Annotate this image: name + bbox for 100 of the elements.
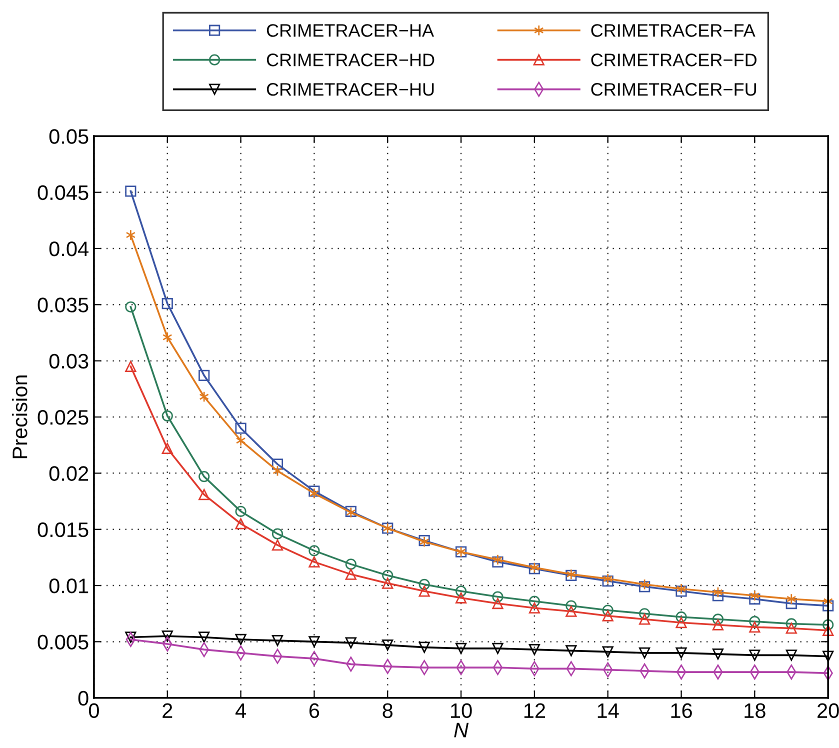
point xyxy=(162,298,173,310)
x-tick-label: 12 xyxy=(524,703,545,718)
point xyxy=(235,518,246,530)
point xyxy=(602,604,614,616)
point xyxy=(198,488,210,500)
point xyxy=(382,578,394,589)
point xyxy=(528,644,540,656)
point xyxy=(602,575,614,587)
point xyxy=(198,632,210,643)
point xyxy=(712,614,724,625)
x-tick-label: 8 xyxy=(382,703,393,718)
point xyxy=(272,635,284,646)
point xyxy=(126,229,136,241)
point xyxy=(749,593,760,605)
point xyxy=(602,610,614,622)
point xyxy=(639,647,650,658)
y-tick-label: 0.03 xyxy=(49,354,88,369)
point xyxy=(125,632,136,643)
point xyxy=(566,606,577,617)
point xyxy=(676,583,686,594)
point xyxy=(492,642,504,654)
x-tick-label: 16 xyxy=(671,703,692,718)
legend-label: CRIMETRACER−FA xyxy=(591,24,756,37)
y-tick-label: 0.01 xyxy=(49,578,88,594)
point xyxy=(272,458,284,470)
point xyxy=(418,586,430,597)
point xyxy=(786,622,797,634)
point xyxy=(676,647,687,658)
point xyxy=(713,586,723,598)
point xyxy=(455,642,467,654)
y-tick-label: 0 xyxy=(78,690,88,706)
y-tick-label: 0.015 xyxy=(38,522,88,538)
point xyxy=(566,600,577,612)
point xyxy=(602,573,613,584)
x-axis-title: N xyxy=(454,722,469,738)
x-tick-label: 6 xyxy=(309,703,320,718)
point xyxy=(712,619,724,630)
point xyxy=(308,545,320,556)
point xyxy=(750,590,760,602)
point xyxy=(125,301,136,312)
point xyxy=(566,645,577,656)
point xyxy=(272,465,282,476)
point xyxy=(455,586,467,597)
point xyxy=(236,435,246,446)
point xyxy=(382,570,394,581)
point xyxy=(786,650,797,661)
point xyxy=(162,332,172,343)
point xyxy=(198,370,210,381)
point xyxy=(676,611,687,623)
point xyxy=(418,642,430,653)
point xyxy=(749,616,760,628)
point xyxy=(198,471,210,482)
y-tick-label: 0.025 xyxy=(38,410,88,425)
x-tick-label: 14 xyxy=(598,704,619,718)
point xyxy=(786,593,796,605)
point xyxy=(749,622,760,633)
x-tick-label: 2 xyxy=(162,703,172,718)
point xyxy=(308,636,320,648)
point xyxy=(125,186,136,197)
point xyxy=(382,640,394,651)
point xyxy=(345,637,356,648)
y-axis-title: Precision xyxy=(12,376,28,458)
y-tick-label: 0.02 xyxy=(49,466,88,481)
point xyxy=(822,600,834,612)
point xyxy=(345,568,356,580)
point xyxy=(786,618,797,630)
y-tick-label: 0.045 xyxy=(38,185,88,200)
x-tick-label: 4 xyxy=(235,704,246,718)
point xyxy=(162,630,173,642)
point xyxy=(162,410,173,422)
y-tick-label: 0.005 xyxy=(38,634,88,650)
point xyxy=(676,586,687,597)
point xyxy=(639,581,650,592)
point xyxy=(272,528,284,540)
point xyxy=(455,592,467,604)
point xyxy=(272,540,284,551)
point xyxy=(822,650,834,662)
x-tick-label: 18 xyxy=(744,703,766,718)
point xyxy=(235,422,246,434)
legend-label: CRIMETRACER−HD xyxy=(266,54,434,66)
legend-label: CRIMETRACER−HU xyxy=(266,83,434,96)
point xyxy=(125,360,136,372)
point xyxy=(822,624,834,636)
point xyxy=(712,590,724,602)
point xyxy=(492,598,504,610)
y-tick-label: 0.05 xyxy=(49,129,88,144)
x-tick-label: 10 xyxy=(451,703,472,718)
point xyxy=(492,591,504,602)
point xyxy=(712,648,724,660)
point xyxy=(345,558,356,570)
point xyxy=(639,608,650,620)
point xyxy=(639,614,650,625)
point xyxy=(308,556,320,568)
x-tick-label: 20 xyxy=(818,703,839,718)
point xyxy=(676,617,687,628)
legend-label: CRIMETRACER−HA xyxy=(266,24,434,37)
legend-label: CRIMETRACER−FD xyxy=(591,54,756,66)
point xyxy=(235,506,246,517)
x-tick-label: 0 xyxy=(88,703,99,718)
y-tick-label: 0.04 xyxy=(49,241,88,256)
